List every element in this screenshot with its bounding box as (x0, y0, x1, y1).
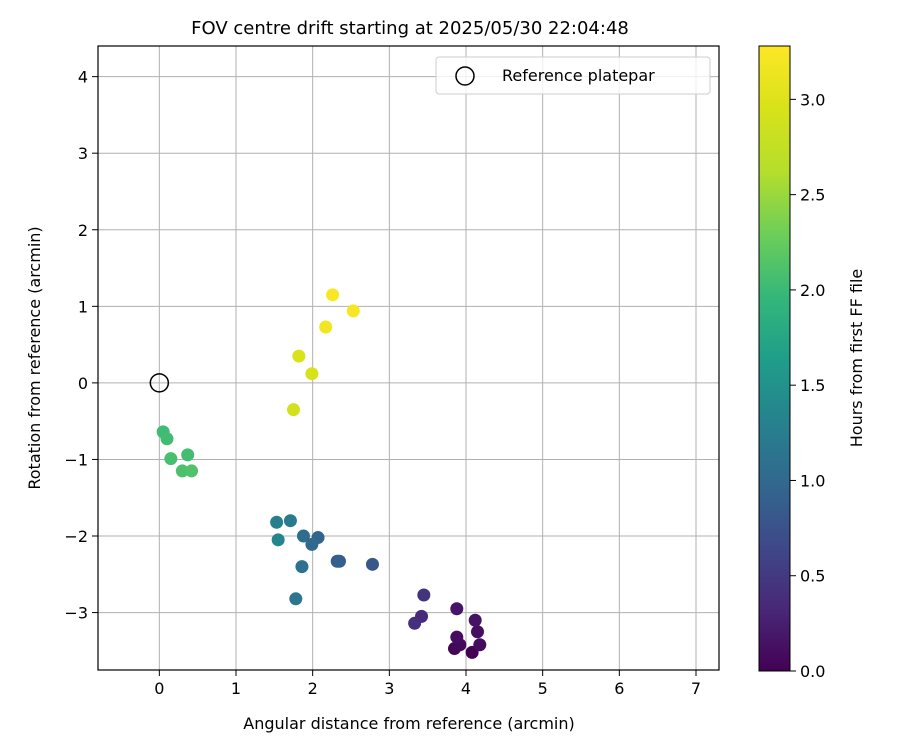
colorbar-tick-label: 0.5 (800, 567, 825, 586)
data-point (468, 613, 482, 627)
y-tick-label: 3 (78, 144, 88, 163)
x-tick-label: 5 (538, 679, 548, 698)
y-axis-label: Rotation from reference (arcmin) (25, 226, 44, 489)
y-tick-label: −3 (64, 604, 88, 623)
legend-marker-icon (455, 66, 475, 86)
legend-box (435, 56, 711, 95)
colorbar-tick-label: 2.5 (800, 186, 825, 205)
colorbar-tick-label: 1.0 (800, 471, 825, 490)
data-point (450, 602, 464, 616)
x-tick-label: 6 (614, 679, 624, 698)
data-point (333, 554, 346, 568)
data-point (295, 560, 309, 574)
data-point (450, 630, 464, 644)
reference-platepar-marker (149, 373, 170, 393)
data-point (271, 533, 285, 547)
colorbar-ticks: 0.0 0.5 1.0 1.5 2.0 2.5 3.0 (790, 90, 825, 681)
chart-title: FOV centre drift starting at 2025/05/30 … (191, 18, 629, 39)
data-point (185, 464, 199, 478)
y-tick-label: −1 (64, 450, 88, 469)
colorbar-tick-label: 1.5 (800, 376, 825, 395)
legend: Reference platepar (435, 56, 711, 95)
data-point (296, 529, 310, 543)
x-tick-label: 1 (231, 679, 241, 698)
data-point (270, 515, 284, 529)
y-tick-label: 0 (78, 374, 88, 393)
data-point (283, 514, 297, 528)
x-axis-label: Angular distance from reference (arcmin) (243, 714, 574, 733)
data-point (160, 432, 174, 446)
data-point (365, 557, 379, 571)
data-point (305, 367, 319, 381)
y-tick-label: 1 (78, 297, 88, 316)
y-tick-label: 2 (78, 221, 88, 240)
colorbar-tick-label: 2.0 (800, 281, 825, 300)
x-tick-label: 0 (154, 679, 164, 698)
grid-lines (98, 46, 719, 670)
data-point (346, 304, 360, 318)
legend-label-reference: Reference platepar (502, 66, 655, 85)
data-point (181, 448, 195, 462)
data-point (305, 537, 319, 551)
x-tick-label: 3 (384, 679, 394, 698)
colorbar-gradient (758, 45, 791, 672)
data-point (292, 349, 306, 363)
data-point (175, 464, 189, 478)
x-tick-label: 7 (691, 679, 701, 698)
plot-frame (97, 45, 720, 671)
data-point (471, 625, 484, 639)
y-tick-label: 4 (78, 68, 88, 87)
colorbar: 0.0 0.5 1.0 1.5 2.0 2.5 3.0 Hours from first F… (758, 45, 866, 681)
x-tick-label: 4 (461, 679, 471, 698)
data-point (408, 616, 422, 630)
colorbar-tick-label: 3.0 (800, 90, 825, 109)
x-axis-ticks: 0 1 2 3 4 5 6 7 (154, 670, 701, 698)
data-point (287, 403, 300, 417)
data-point (164, 452, 178, 466)
y-tick-label: −2 (64, 527, 88, 546)
data-point (326, 288, 340, 302)
y-axis-ticks: −3 −2 −1 0 1 2 3 4 (64, 68, 98, 623)
data-points (156, 288, 487, 659)
colorbar-tick-label: 0.0 (800, 662, 825, 681)
x-tick-label: 2 (308, 679, 318, 698)
data-point (473, 638, 487, 652)
data-point (289, 592, 303, 606)
data-point (417, 588, 431, 602)
colorbar-label: Hours from first FF file (847, 269, 866, 448)
data-point (319, 320, 333, 334)
